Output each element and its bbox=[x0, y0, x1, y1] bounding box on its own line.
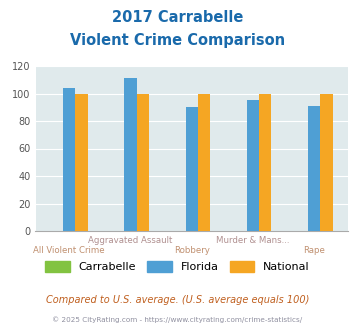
Bar bbox=[63, 88, 75, 231]
Text: Robbery: Robbery bbox=[174, 246, 210, 255]
Bar bbox=[198, 93, 210, 231]
Text: Compared to U.S. average. (U.S. average equals 100): Compared to U.S. average. (U.S. average … bbox=[46, 295, 309, 305]
Legend: Carrabelle, Florida, National: Carrabelle, Florida, National bbox=[45, 261, 310, 273]
Bar bbox=[75, 93, 88, 231]
Bar bbox=[186, 107, 198, 231]
Text: Rape: Rape bbox=[303, 246, 325, 255]
Bar bbox=[247, 100, 259, 231]
Bar bbox=[259, 93, 271, 231]
Bar bbox=[320, 93, 333, 231]
Bar bbox=[137, 93, 149, 231]
Text: All Violent Crime: All Violent Crime bbox=[33, 246, 105, 255]
Text: © 2025 CityRating.com - https://www.cityrating.com/crime-statistics/: © 2025 CityRating.com - https://www.city… bbox=[53, 317, 302, 323]
Text: Aggravated Assault: Aggravated Assault bbox=[88, 236, 173, 245]
Text: 2017 Carrabelle: 2017 Carrabelle bbox=[112, 10, 243, 25]
Bar bbox=[308, 106, 320, 231]
Bar bbox=[124, 79, 137, 231]
Text: Violent Crime Comparison: Violent Crime Comparison bbox=[70, 33, 285, 48]
Text: Murder & Mans...: Murder & Mans... bbox=[216, 236, 290, 245]
